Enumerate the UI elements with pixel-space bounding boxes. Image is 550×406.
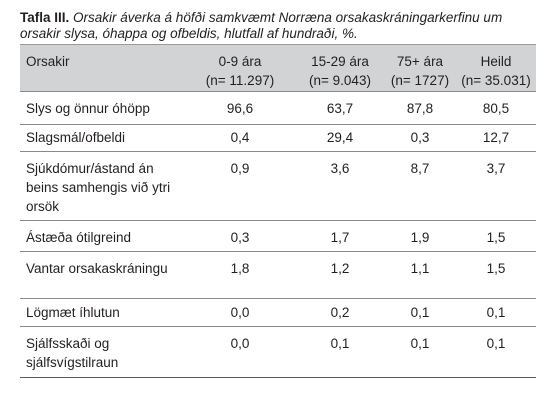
table-row: Slagsmál/ofbeldi 0,4 29,4 0,3 12,7 [20, 125, 536, 152]
row-value-0-9: 0,0 [230, 336, 250, 351]
header-col-0-9: 0-9 ára (n= 11.297) [190, 52, 290, 90]
row-cause: Ástæða ótilgreind [26, 230, 132, 245]
row-cause: Slys og önnur óhöpp [26, 101, 150, 116]
row-value-total: 0,1 [486, 336, 506, 351]
row-value-total: 3,7 [486, 161, 506, 176]
header-col-total-title: Heild [480, 54, 512, 69]
row-value-total: 1,5 [486, 261, 506, 276]
row-value-0-9: 0,0 [230, 305, 250, 320]
row-value-75plus: 87,8 [406, 101, 434, 116]
header-col-75plus-title: 75+ ára [396, 54, 444, 69]
row-value-75plus: 1,1 [410, 261, 430, 276]
row-value-15-29: 0,1 [330, 336, 350, 351]
header-cause: Orsakir [26, 54, 70, 69]
row-value-15-29: 29,4 [326, 130, 354, 145]
caption-text: Orsakir áverka á höfði samkvæmt Norræna … [20, 10, 503, 41]
row-value-75plus: 8,7 [410, 161, 430, 176]
header-col-75plus-n: (n= 1727) [390, 73, 450, 88]
table-row: Sjálfsskaði og sjálfsvígstilraun 0,0 0,1… [20, 327, 536, 378]
table-caption: Tafla III. Orsakir áverka á höfði samkvæ… [20, 10, 535, 42]
row-value-0-9: 0,4 [230, 130, 250, 145]
row-value-15-29: 63,7 [326, 101, 354, 116]
row-value-15-29: 0,2 [330, 305, 350, 320]
caption-label: Tafla III. [20, 10, 70, 25]
row-value-0-9: 0,3 [230, 230, 250, 245]
header-col-total: Heild (n= 35.031) [455, 52, 537, 90]
row-value-total: 80,5 [482, 101, 510, 116]
row-cause: Sjúkdómur/ástand án beins samhengis við … [26, 161, 171, 214]
row-value-total: 12,7 [482, 130, 510, 145]
row-value-15-29: 1,7 [330, 230, 350, 245]
data-table: Orsakir 0-9 ára (n= 11.297) 15-29 ára (n… [20, 44, 536, 378]
header-col-15-29: 15-29 ára (n= 9.043) [290, 52, 390, 90]
header-col-0-9-title: 0-9 ára [218, 54, 262, 69]
row-value-75plus: 1,9 [410, 230, 430, 245]
row-value-total: 1,5 [486, 230, 506, 245]
row-cause: Sjálfsskaði og sjálfsvígstilraun [26, 336, 119, 370]
row-value-75plus: 0,1 [410, 305, 430, 320]
row-value-15-29: 1,2 [330, 261, 350, 276]
table-row: Slys og önnur óhöpp 96,6 63,7 87,8 80,5 [20, 92, 536, 125]
row-cause: Lögmæt íhlutun [26, 305, 120, 320]
row-cause: Slagsmál/ofbeldi [26, 130, 126, 145]
row-value-total: 0,1 [486, 305, 506, 320]
header-col-75plus: 75+ ára (n= 1727) [380, 52, 460, 90]
table-row: Lögmæt íhlutun 0,0 0,2 0,1 0,1 [20, 299, 536, 327]
row-value-0-9: 1,8 [230, 261, 250, 276]
row-value-0-9: 96,6 [226, 101, 254, 116]
row-value-75plus: 0,1 [410, 336, 430, 351]
row-value-75plus: 0,3 [410, 130, 430, 145]
row-value-0-9: 0,9 [230, 161, 250, 176]
table-header: Orsakir 0-9 ára (n= 11.297) 15-29 ára (n… [20, 44, 536, 92]
row-value-15-29: 3,6 [330, 161, 350, 176]
row-cause: Vantar orsakaskráningu [26, 261, 168, 276]
header-col-15-29-n: (n= 9.043) [309, 73, 371, 88]
table-row: Ástæða ótilgreind 0,3 1,7 1,9 1,5 [20, 221, 536, 252]
header-col-0-9-n: (n= 11.297) [205, 73, 275, 88]
header-col-15-29-title: 15-29 ára [311, 54, 369, 69]
table-row: Sjúkdómur/ástand án beins samhengis við … [20, 152, 536, 221]
table-row: Vantar orsakaskráningu 1,8 1,2 1,1 1,5 [20, 252, 536, 299]
header-col-total-n: (n= 35.031) [461, 73, 531, 88]
